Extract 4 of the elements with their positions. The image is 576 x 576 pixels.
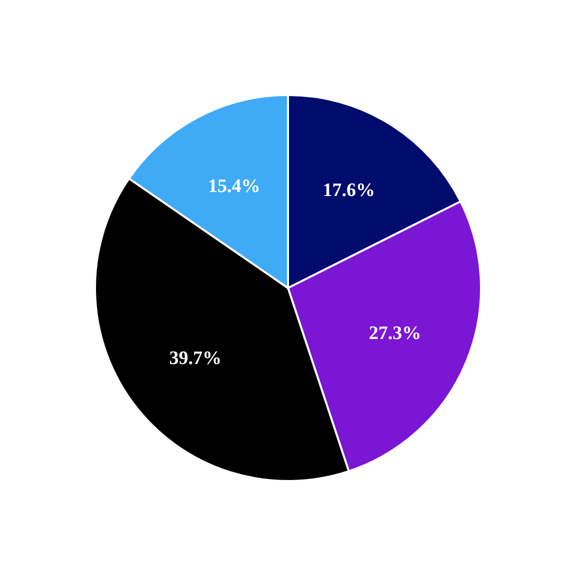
data-label: 17.6% <box>322 180 375 202</box>
data-label: 27.3% <box>368 322 422 344</box>
data-label: 15.4% <box>208 176 260 198</box>
data-label: 39.7% <box>169 348 222 370</box>
